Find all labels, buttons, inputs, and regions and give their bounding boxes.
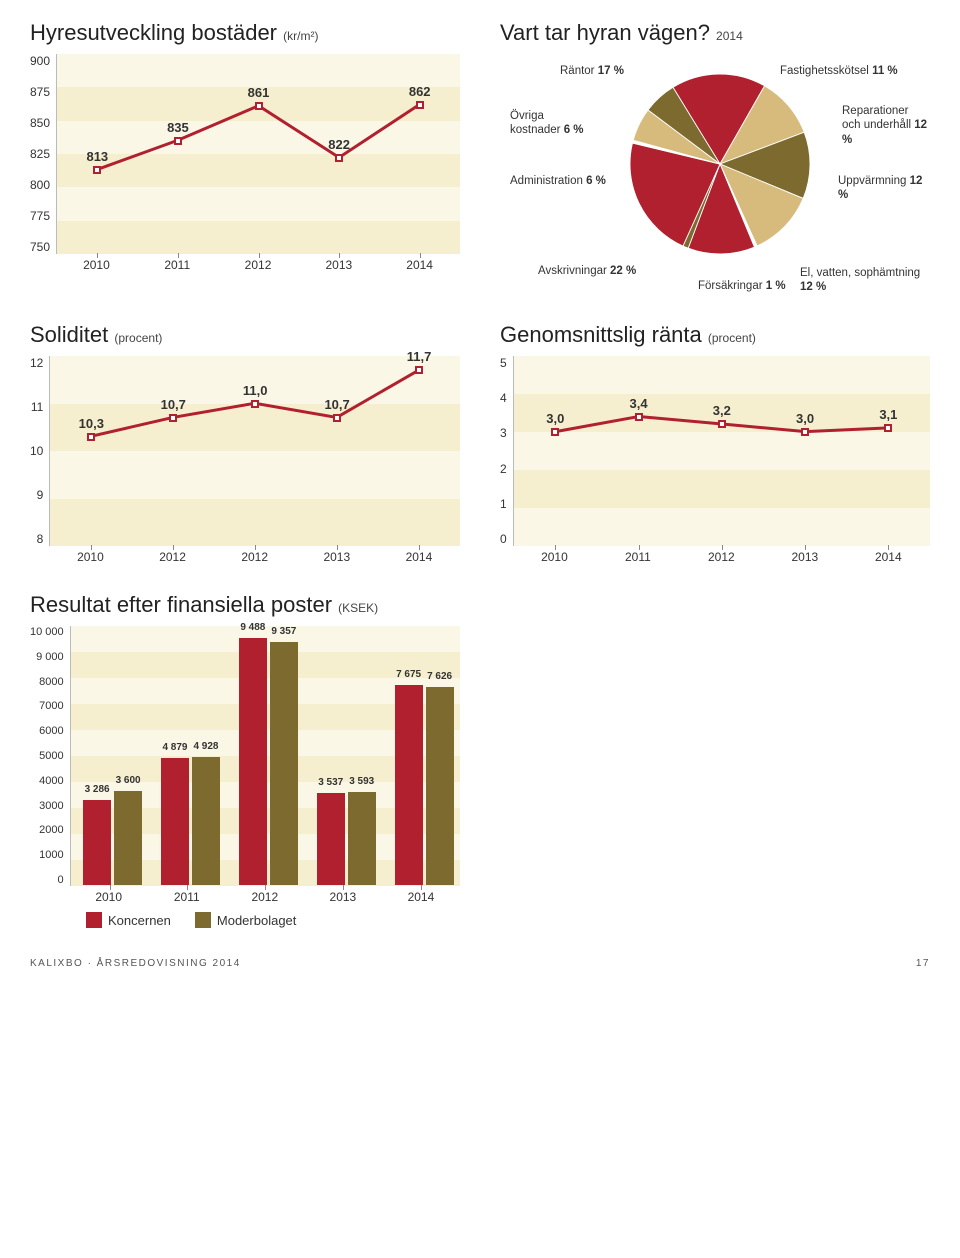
title-text: Resultat efter finansiella poster xyxy=(30,592,338,617)
y-axis: 12111098 xyxy=(30,356,49,546)
title-sub: (procent) xyxy=(708,331,756,345)
legend: Koncernen Moderbolaget xyxy=(86,912,460,928)
title-sub: (kr/m²) xyxy=(283,29,318,43)
title-text: Vart tar hyran vägen? xyxy=(500,20,716,45)
page-footer: KALIXBO · ÅRSREDOVISNING 2014 17 xyxy=(30,958,930,969)
title-text: Genomsnittslig ränta xyxy=(500,322,708,347)
pie-label-admin: Administration 6 % xyxy=(510,174,606,188)
plot-area: 3,03,43,23,03,1 xyxy=(513,356,930,546)
hyresutveckling-chart: Hyresutveckling bostäder (kr/m²) 9008758… xyxy=(30,20,460,294)
pie-svg xyxy=(630,74,810,254)
plot-area: 10,310,711,010,711,7 xyxy=(49,356,460,546)
y-axis: 900875850825800775750 xyxy=(30,54,56,254)
title-text: Soliditet xyxy=(30,322,114,347)
pie-label-forsakringar: Försäkringar 1 % xyxy=(698,279,786,293)
soliditet-chart: Soliditet (procent) 12111098 10,310,711,… xyxy=(30,322,460,564)
title-sub: (KSEK) xyxy=(338,601,378,615)
chart-title: Resultat efter finansiella poster (KSEK) xyxy=(30,592,460,618)
pie-label-avskrivningar: Avskrivningar 22 % xyxy=(538,264,636,278)
pie-label-fastighet: Fastighetsskötsel 11 % xyxy=(780,64,898,78)
title-sub: 2014 xyxy=(716,29,743,43)
footer-page: 17 xyxy=(916,958,930,969)
pie-label-rantor: Räntor 17 % xyxy=(560,64,624,78)
title-sub: (procent) xyxy=(114,331,162,345)
pie-chart: Vart tar hyran vägen? 2014 Räntor 17 % F… xyxy=(500,20,930,294)
legend-item-koncernen: Koncernen xyxy=(86,912,171,928)
ranta-chart: Genomsnittslig ränta (procent) 543210 3,… xyxy=(500,322,930,564)
chart-title: Hyresutveckling bostäder (kr/m²) xyxy=(30,20,460,46)
chart-title: Soliditet (procent) xyxy=(30,322,460,348)
legend-item-moderbolaget: Moderbolaget xyxy=(195,912,297,928)
y-axis: 543210 xyxy=(500,356,513,546)
chart-title: Vart tar hyran vägen? 2014 xyxy=(500,20,930,46)
y-axis: 10 0009 00080007000600050004000300020001… xyxy=(30,626,70,886)
pie-label-el: El, vatten, sophämtning 12 % xyxy=(800,266,930,295)
chart-title: Genomsnittslig ränta (procent) xyxy=(500,322,930,348)
pie-label-uppvarmning: Uppvärmning 12 % xyxy=(838,174,930,203)
pie-label-ovriga: Övriga kostnader 6 % xyxy=(510,109,584,138)
plot-area: 813835861822862 xyxy=(56,54,460,254)
resultat-chart: Resultat efter finansiella poster (KSEK)… xyxy=(30,592,460,928)
pie-label-reparationer: Reparationer och underhåll 12 % xyxy=(842,104,930,147)
footer-left: KALIXBO · ÅRSREDOVISNING 2014 xyxy=(30,958,241,969)
title-text: Hyresutveckling bostäder xyxy=(30,20,283,45)
plot-area: 3 2863 6004 8794 9289 4889 3573 5373 593… xyxy=(70,626,460,886)
